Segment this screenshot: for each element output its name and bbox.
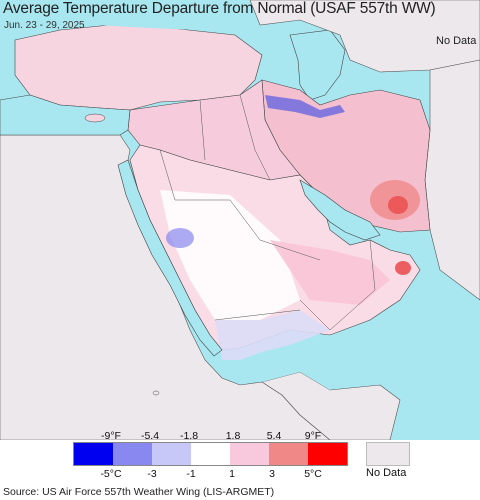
tick-f-4: 5.4 [266,430,282,442]
iran-hotspot-core [388,196,408,214]
swatch-4 [230,443,269,465]
eastern-arabia-warm [270,240,390,305]
swatch-2 [152,443,191,465]
tick-f-5: 9°F [304,430,322,442]
tick-c-0: -5°C [100,468,122,480]
yemen-region [215,310,330,360]
red-sea [117,159,223,357]
date-range: Jun. 23 - 29, 2025 [4,20,85,31]
no-data-swatch [366,442,410,466]
map-no-data-label: No Data [436,35,477,47]
swatch-0 [74,443,113,465]
legend-fahrenheit-ticks: -9°F -5.4 -1.8 1.8 5.4 9°F [0,430,480,442]
mediterranean-sea [0,94,131,136]
swatch-6 [308,443,347,465]
tick-f-1: -5.4 [140,430,160,442]
persian-gulf [299,179,381,241]
central-asia-nodata [249,0,480,73]
map-title: Average Temperature Departure from Norma… [3,0,436,17]
temperature-map [0,0,480,440]
tick-f-3: 1.8 [225,430,241,442]
tick-c-1: -3 [147,468,157,480]
gulf-of-aden [262,355,360,390]
tick-c-3: 1 [229,468,235,480]
source-credit: Source: US Air Force 557th Weather Wing … [3,486,275,498]
black-sea [40,0,250,30]
legend-celsius-ticks: -5°C -3 -1 1 3 5°C [0,468,480,480]
tick-f-0: -9°F [101,430,121,442]
legend-color-bar [73,442,348,466]
oman-hotspot [395,261,411,275]
west-arabia-cool [166,228,194,248]
country-borders [159,94,376,331]
caspian-cool-band [265,95,345,118]
tick-f-2: -1.8 [179,430,199,442]
tick-c-4: 3 [269,468,275,480]
tick-c-2: -1 [186,468,196,480]
tick-c-5: 5°C [304,468,322,480]
socotra-island [152,390,160,396]
swatch-5 [269,443,308,465]
central-arabia-neutral [160,190,300,320]
no-data-label: No Data [366,467,407,479]
cyprus-island [84,113,106,123]
swatch-1 [113,443,152,465]
caspian-sea [289,29,346,101]
swatch-3 [191,443,230,465]
